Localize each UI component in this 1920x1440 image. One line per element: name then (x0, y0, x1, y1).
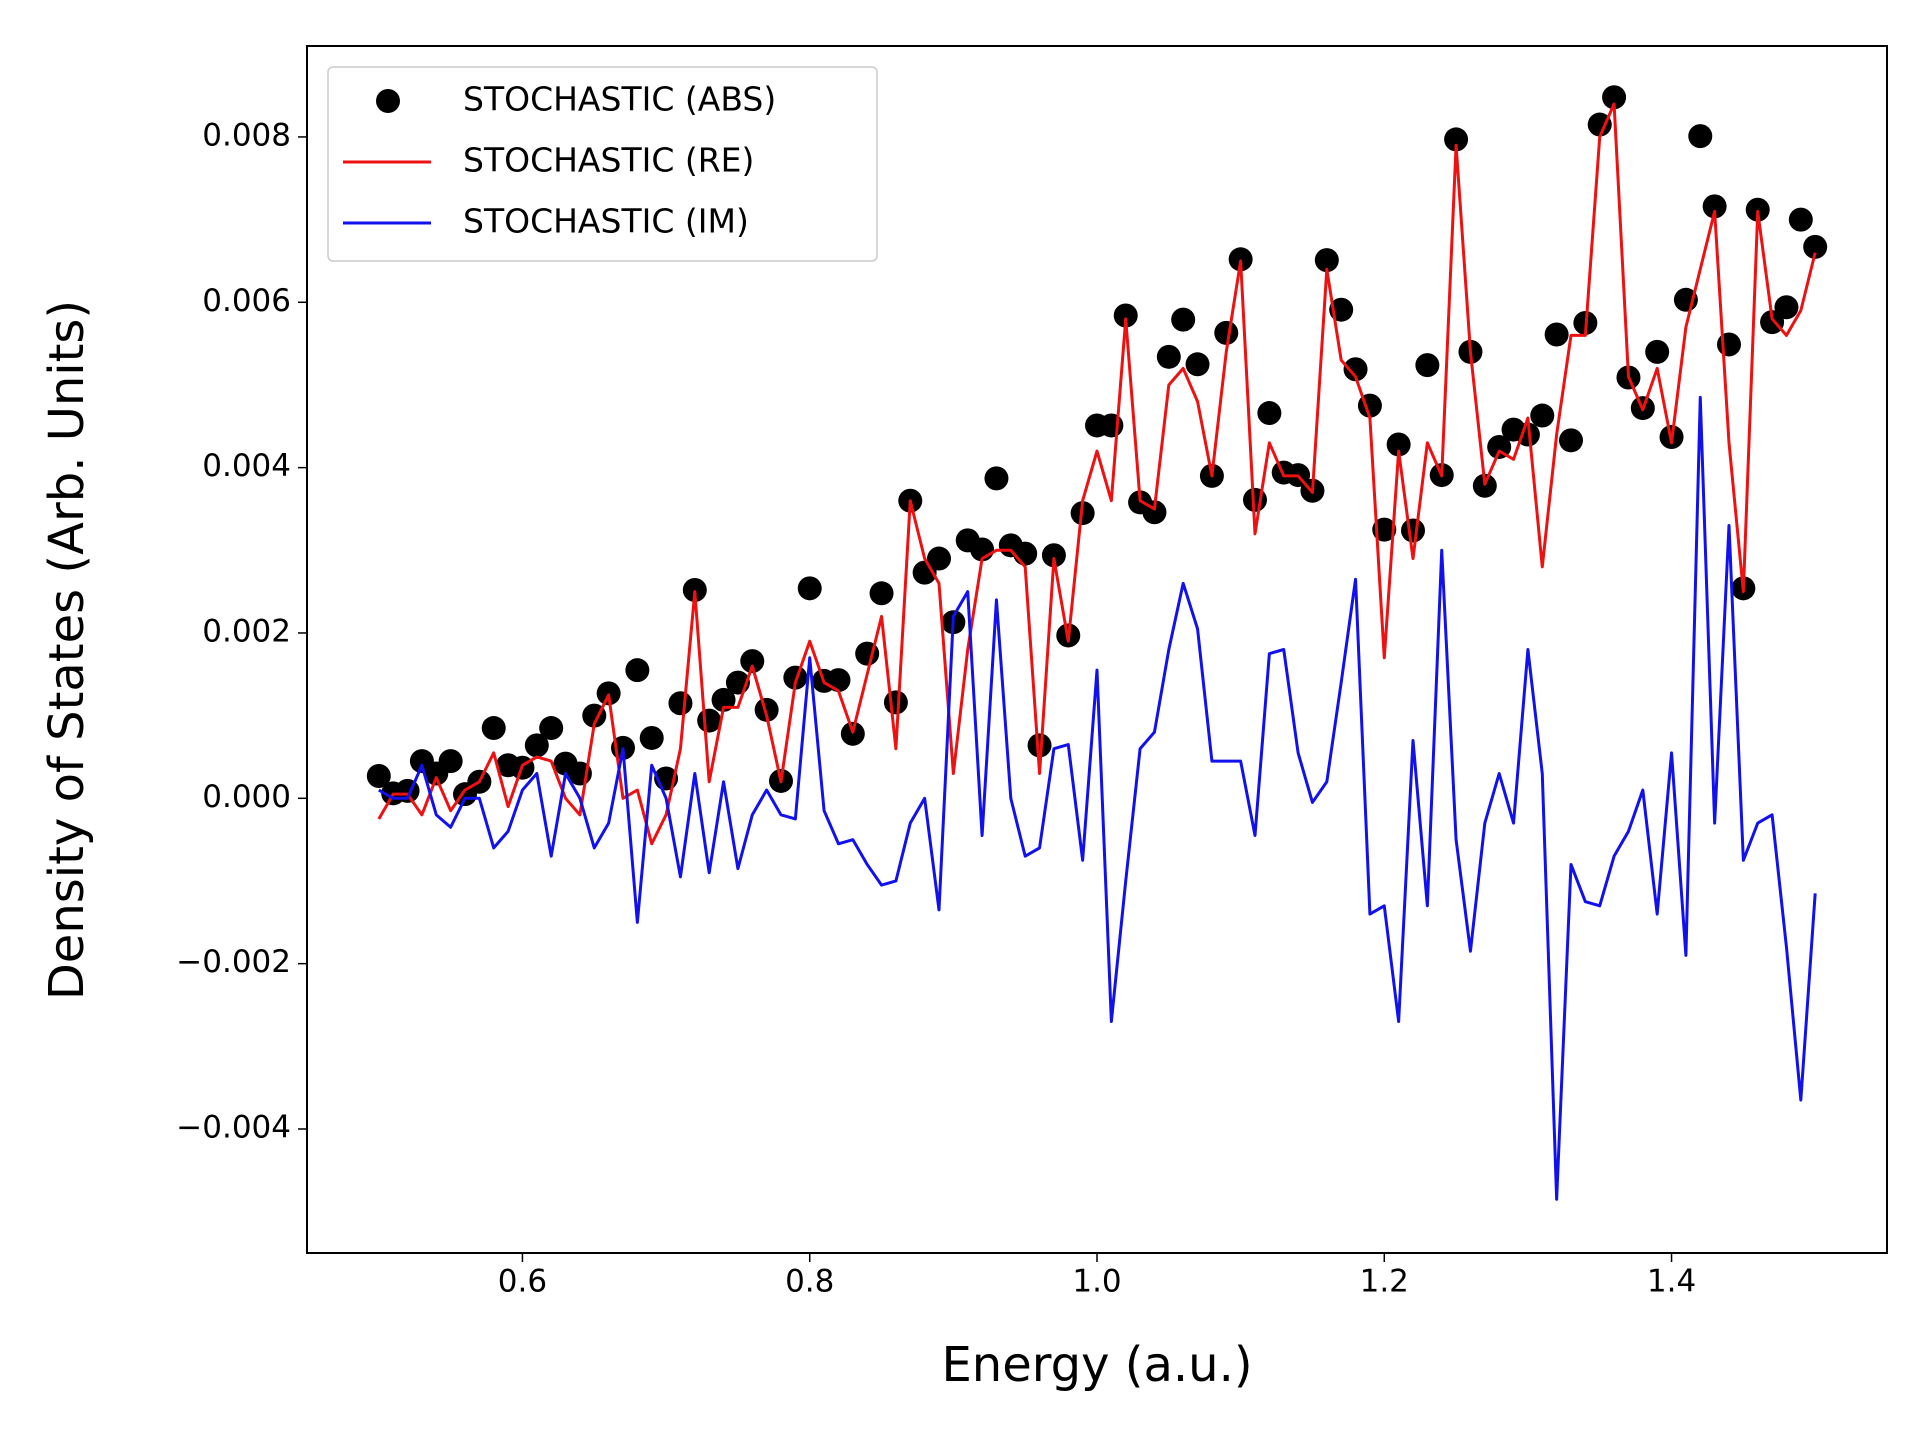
data-point (869, 581, 894, 606)
y-tick-label: −0.002 (176, 944, 291, 980)
data-point (697, 708, 722, 733)
x-tick-label: 0.8 (785, 1264, 834, 1300)
data-point (1027, 733, 1052, 758)
data-point (1717, 332, 1741, 357)
data-line (378, 395, 1817, 1201)
data-point (1774, 295, 1799, 320)
data-point (1688, 124, 1713, 149)
x-tick-label: 1.2 (1360, 1264, 1409, 1300)
y-tick-label: 0.006 (202, 283, 291, 319)
data-point (1343, 357, 1368, 382)
data-point (1602, 85, 1627, 110)
data-point (639, 725, 664, 750)
data-point (1472, 473, 1497, 498)
data-point (1702, 194, 1727, 219)
legend-box (327, 66, 878, 262)
data-point (366, 763, 391, 788)
data-point (539, 716, 564, 741)
data-point (524, 733, 549, 758)
data-point (1185, 352, 1210, 377)
data-point (438, 749, 463, 774)
legend-label: STOCHASTIC (IM) (463, 202, 749, 241)
data-point (625, 658, 650, 683)
data-point (668, 691, 693, 716)
data-point (596, 681, 621, 706)
data-point (1257, 401, 1282, 426)
data-point (1745, 197, 1770, 222)
data-point (1013, 541, 1038, 566)
data-point (826, 668, 851, 693)
data-point (1214, 320, 1239, 345)
data-point (1113, 303, 1138, 328)
data-point (682, 577, 707, 602)
data-point (1171, 307, 1196, 332)
x-tick-label: 0.6 (498, 1264, 547, 1300)
y-tick-label: 0.004 (202, 448, 291, 484)
legend-marker (376, 89, 400, 113)
y-tick-label: 0.000 (202, 779, 291, 815)
data-point (481, 716, 506, 741)
x-axis-label: Energy (a.u.) (941, 1337, 1252, 1393)
data-point (1587, 112, 1612, 137)
data-point (1228, 247, 1253, 272)
data-point (783, 665, 808, 690)
data-point (1386, 432, 1411, 457)
data-point (1415, 353, 1440, 378)
data-point (1515, 422, 1540, 447)
data-line (377, 102, 1817, 846)
data-point (754, 697, 779, 722)
plot-frame (306, 45, 1888, 1254)
data-point (1401, 518, 1425, 543)
legend-label: STOCHASTIC (RE) (463, 141, 754, 180)
data-point (984, 466, 1009, 491)
data-point (1530, 403, 1555, 428)
data-point (1559, 428, 1583, 453)
legend-label: STOCHASTIC (ABS) (463, 80, 776, 119)
x-tick-label: 1.4 (1647, 1264, 1696, 1300)
legend: STOCHASTIC (ABS) STOCHASTIC (RE) STOCHASTI… (327, 66, 878, 262)
y-tick-label: −0.004 (176, 1109, 291, 1145)
data-point (1645, 339, 1670, 364)
data-point (1760, 310, 1785, 335)
data-point (740, 649, 765, 674)
data-point (1041, 543, 1066, 568)
data-point (1156, 344, 1181, 369)
y-tick-label: 0.008 (202, 117, 291, 153)
x-tick-label: 1.0 (1072, 1264, 1121, 1300)
data-point (883, 690, 908, 715)
data-point (1444, 127, 1469, 152)
data-point (797, 576, 822, 601)
data-point (1803, 234, 1828, 259)
y-axis-label: Density of States (Arb. Units) (39, 300, 95, 1000)
y-tick-label: 0.002 (202, 613, 291, 649)
data-point (927, 546, 951, 571)
data-point (1314, 248, 1339, 273)
data-point (1544, 322, 1569, 347)
data-point (840, 721, 865, 746)
data-point (1099, 413, 1124, 438)
data-point (1788, 207, 1813, 232)
